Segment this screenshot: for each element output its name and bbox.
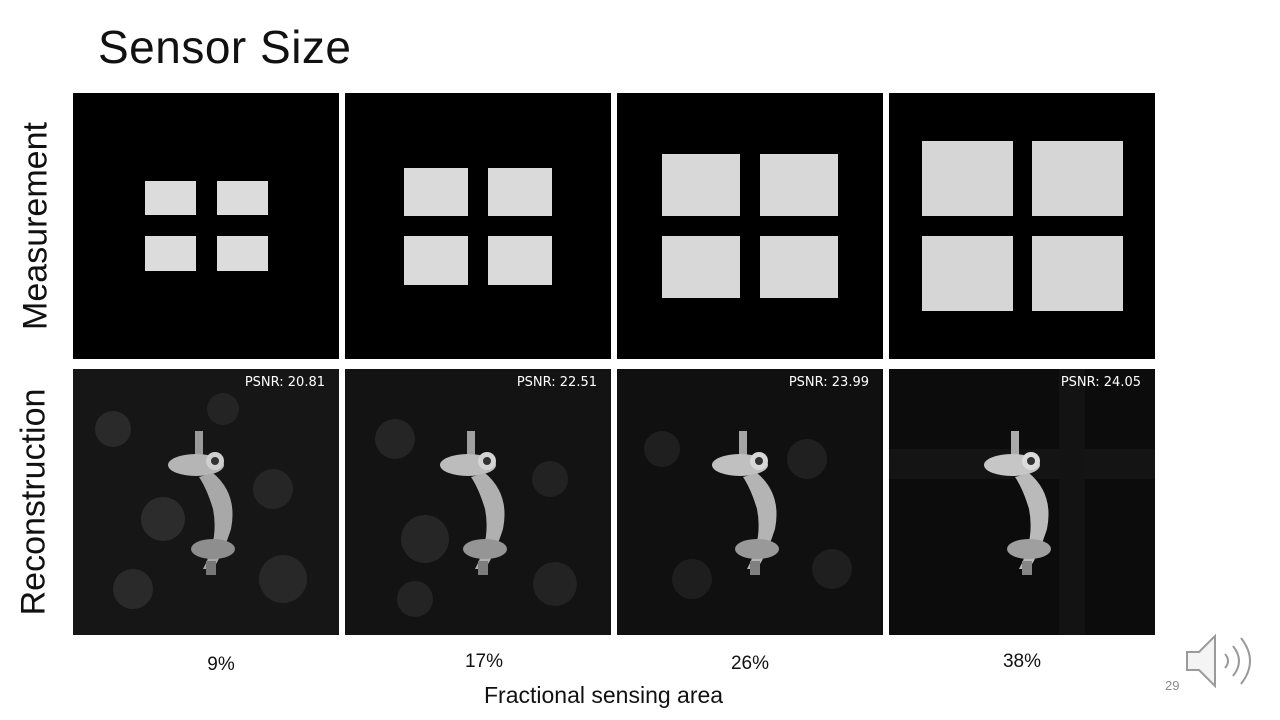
reconstruction-panel-3: PSNR: 23.99 bbox=[617, 369, 883, 635]
page-number: 29 bbox=[1165, 678, 1180, 693]
fraction-label-4: 38% bbox=[1002, 651, 1042, 672]
frog-image bbox=[345, 369, 611, 635]
psnr-label: PSNR: 23.99 bbox=[788, 375, 869, 390]
psnr-label: PSNR: 24.05 bbox=[1060, 375, 1141, 390]
frog-image bbox=[73, 369, 339, 635]
psnr-label: PSNR: 22.51 bbox=[516, 375, 597, 390]
speaker-icon[interactable] bbox=[1183, 630, 1263, 692]
reconstruction-panel-2: PSNR: 22.51 bbox=[345, 369, 611, 635]
measurement-panel-4 bbox=[889, 93, 1155, 359]
psnr-label: PSNR: 20.81 bbox=[244, 375, 325, 390]
row-label-measurement: Measurement bbox=[16, 122, 55, 330]
reconstruction-panel-4: PSNR: 24.05 bbox=[889, 369, 1155, 635]
measurement-panel-1 bbox=[73, 93, 339, 359]
reconstruction-panel-1: PSNR: 20.81 bbox=[73, 369, 339, 635]
fraction-label-1: 9% bbox=[207, 654, 235, 675]
frog-image bbox=[617, 369, 883, 635]
measurement-panel-3 bbox=[617, 93, 883, 359]
row-label-reconstruction: Reconstruction bbox=[14, 388, 53, 616]
x-axis-label: Fractional sensing area bbox=[484, 682, 724, 708]
frog-image bbox=[889, 369, 1155, 635]
fraction-label-2: 17% bbox=[464, 651, 504, 672]
measurement-panel-2 bbox=[345, 93, 611, 359]
slide-title: Sensor Size bbox=[98, 21, 352, 73]
fraction-label-3: 26% bbox=[730, 653, 770, 674]
